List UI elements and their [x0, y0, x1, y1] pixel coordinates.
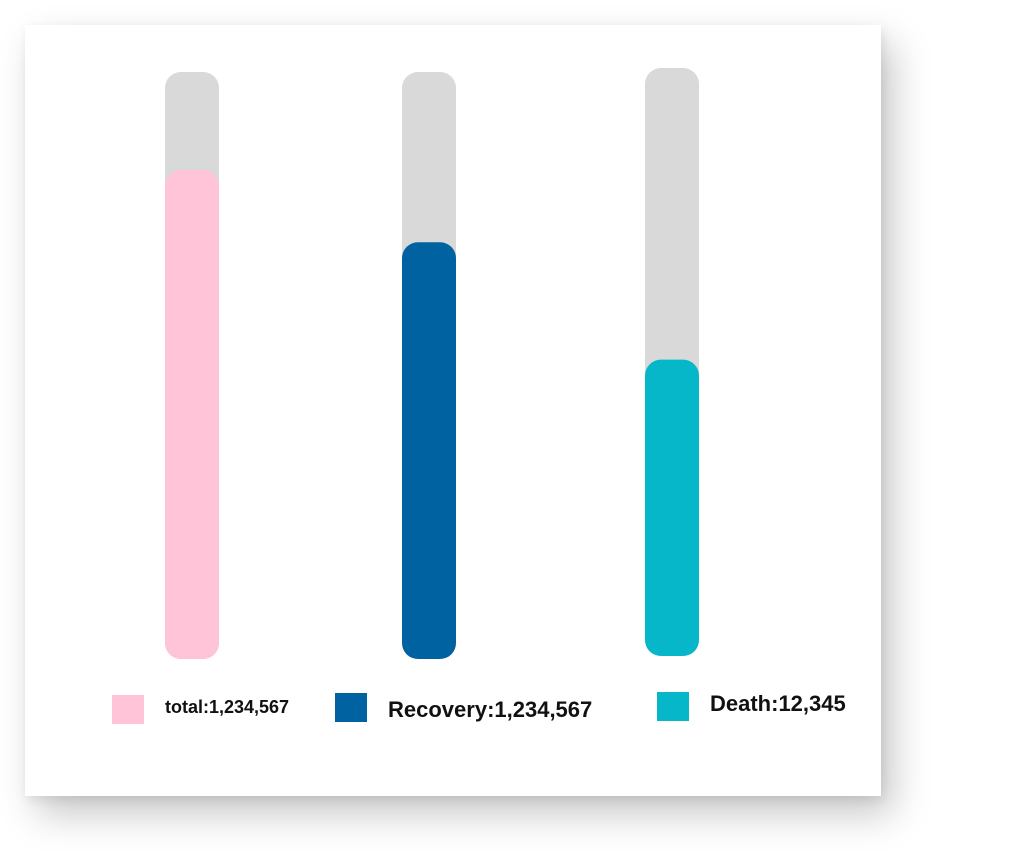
legend-label-death: Death:12,345	[710, 691, 846, 716]
legend-swatch-recovery	[335, 693, 367, 722]
bar-fill-death	[645, 359, 699, 656]
legend-swatch-death	[657, 692, 689, 721]
bar-chart	[165, 68, 699, 660]
chart-card: total:1,234,567 Recovery:1,234,567 Death…	[25, 25, 881, 796]
legend-label-total: total:1,234,567	[165, 697, 290, 717]
legend-label-recovery: Recovery:1,234,567	[388, 697, 593, 722]
legend-swatch-total	[112, 695, 144, 724]
bar-fill-recovery	[402, 242, 456, 660]
bar-fill-total	[165, 170, 219, 660]
